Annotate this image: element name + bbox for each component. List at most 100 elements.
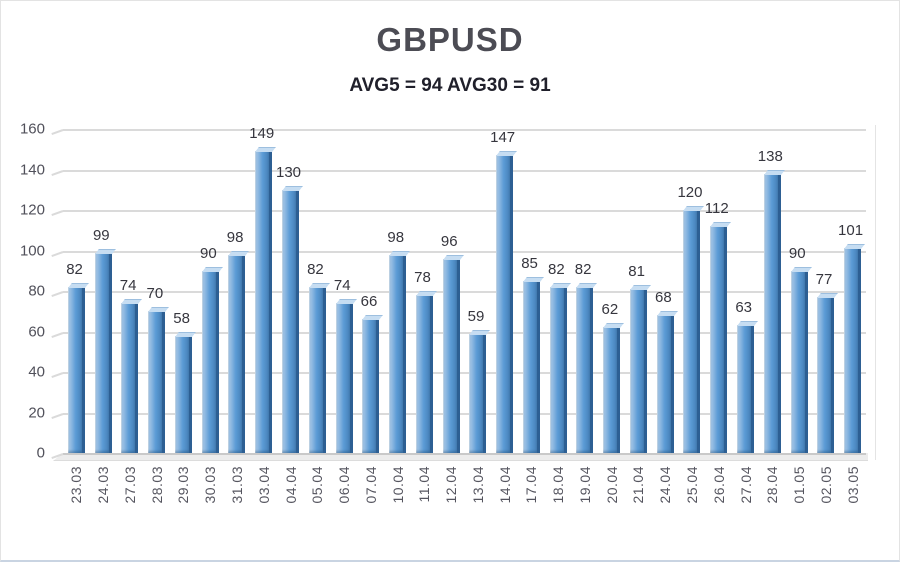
bar-slot: 74 bbox=[117, 129, 144, 453]
gridline-3d-connector bbox=[51, 169, 64, 176]
x-tick: 01.05 bbox=[786, 466, 813, 528]
bar-value-label: 59 bbox=[467, 307, 485, 325]
bar-slot: 82 bbox=[63, 129, 90, 453]
x-axis: 23.03 24.03 27.03 28.03 29.03 30.03 31.03 03.04… bbox=[63, 466, 866, 528]
bar: 85 bbox=[521, 255, 540, 453]
bar: 149 bbox=[249, 125, 274, 453]
bar-value-label: 63 bbox=[735, 299, 753, 317]
bar-slot: 90 bbox=[197, 129, 224, 453]
x-tick: 27.03 bbox=[117, 466, 144, 528]
x-tick-label: 27.03 bbox=[121, 466, 138, 504]
bar-value-label: 112 bbox=[704, 200, 729, 218]
y-tick-label: 0 bbox=[36, 444, 45, 462]
x-tick: 17.04 bbox=[518, 466, 545, 528]
x-tick: 24.03 bbox=[90, 466, 117, 528]
x-tick-label: 07.04 bbox=[362, 466, 379, 504]
gridline bbox=[51, 250, 866, 257]
bar-slot: 70 bbox=[143, 129, 170, 453]
x-tick-label: 13.04 bbox=[469, 466, 486, 504]
bar-slot: 81 bbox=[625, 129, 652, 453]
bar-slot: 120 bbox=[677, 129, 706, 453]
bar-slot: 58 bbox=[170, 129, 197, 453]
x-tick-label: 24.04 bbox=[657, 466, 674, 504]
x-tick-label: 19.04 bbox=[576, 466, 593, 504]
plot-right-wall bbox=[875, 125, 876, 460]
x-tick-label: 31.03 bbox=[228, 466, 245, 504]
x-tick: 19.04 bbox=[572, 466, 599, 528]
bar-value-label: 90 bbox=[200, 244, 217, 262]
y-tick-label: 80 bbox=[28, 282, 45, 300]
bar: 82 bbox=[548, 261, 567, 453]
bar-slot: 98 bbox=[384, 129, 411, 453]
x-tick: 06.04 bbox=[331, 466, 358, 528]
x-tick: 05.04 bbox=[304, 466, 331, 528]
x-tick: 12.04 bbox=[438, 466, 465, 528]
bar-value-label: 82 bbox=[66, 260, 83, 278]
x-tick: 04.04 bbox=[277, 466, 304, 528]
bar: 99 bbox=[93, 227, 112, 453]
y-tick-label: 140 bbox=[19, 161, 45, 178]
bar-slot: 138 bbox=[758, 129, 786, 453]
x-tick: 20.04 bbox=[598, 466, 625, 528]
bar: 68 bbox=[655, 289, 674, 453]
bar: 120 bbox=[677, 184, 702, 453]
bar-slot: 96 bbox=[438, 129, 465, 453]
x-tick: 13.04 bbox=[464, 466, 491, 528]
bar: 63 bbox=[735, 299, 755, 453]
bar-value-label: 90 bbox=[788, 244, 806, 262]
bar-value-label: 101 bbox=[838, 222, 864, 240]
x-tick-label: 17.04 bbox=[523, 466, 540, 504]
bar-slot: 66 bbox=[357, 129, 384, 453]
chart-subtitle: AVG5 = 94 AVG30 = 91 bbox=[349, 75, 551, 96]
bar: 138 bbox=[758, 148, 783, 453]
bars-container: 82 99 74 70 58 90 98 149 130 82 74 66 98 78 96 59 147 85 8… bbox=[63, 125, 866, 453]
bar: 62 bbox=[602, 301, 621, 453]
bar: 70 bbox=[146, 285, 166, 453]
x-tick: 10.04 bbox=[384, 466, 411, 528]
x-tick-label: 11.04 bbox=[416, 466, 433, 503]
gridline bbox=[51, 412, 866, 419]
gridline bbox=[51, 453, 866, 460]
gridline bbox=[51, 331, 866, 338]
x-tick-label: 28.03 bbox=[148, 466, 165, 504]
bar: 77 bbox=[816, 271, 835, 453]
gridline-3d-connector bbox=[51, 412, 64, 419]
gridline bbox=[51, 210, 866, 217]
y-tick-label: 160 bbox=[19, 120, 45, 138]
chart-floor-3d bbox=[53, 453, 868, 461]
bar-slot: 68 bbox=[652, 129, 679, 453]
y-tick-label: 60 bbox=[28, 323, 45, 340]
x-tick-label: 29.03 bbox=[175, 466, 192, 504]
bar: 74 bbox=[120, 277, 139, 453]
x-tick-label: 14.04 bbox=[496, 466, 513, 504]
x-tick: 25.04 bbox=[679, 466, 706, 528]
bar-slot: 98 bbox=[224, 129, 251, 453]
x-tick: 21.04 bbox=[625, 466, 652, 528]
x-tick: 24.04 bbox=[652, 466, 679, 528]
bar-value-label: 99 bbox=[92, 226, 110, 244]
x-tick-label: 05.04 bbox=[309, 466, 326, 504]
x-tick-label: 12.04 bbox=[443, 466, 460, 504]
bar: 66 bbox=[361, 293, 380, 453]
plot-area: 82 99 74 70 58 90 98 149 130 82 74 66 98 78 96 59 147 85 8… bbox=[51, 125, 876, 461]
bar-value-label: 70 bbox=[146, 285, 164, 303]
x-tick: 23.03 bbox=[63, 466, 90, 528]
bar: 101 bbox=[838, 222, 863, 453]
y-tick-label: 100 bbox=[19, 242, 45, 259]
y-axis: 0 20 40 60 80 100 120 140 160 bbox=[1, 121, 49, 462]
gridline bbox=[51, 169, 866, 176]
x-tick-label: 28.04 bbox=[764, 466, 781, 504]
x-tick-label: 03.04 bbox=[255, 466, 272, 504]
bar-slot: 112 bbox=[705, 129, 732, 453]
x-tick-label: 01.05 bbox=[791, 466, 808, 504]
bar: 74 bbox=[334, 277, 353, 453]
x-tick: 18.04 bbox=[545, 466, 572, 528]
x-tick-label: 18.04 bbox=[550, 466, 567, 504]
x-tick: 14.04 bbox=[491, 466, 518, 528]
x-tick-label: 02.05 bbox=[817, 466, 834, 504]
bar-slot: 63 bbox=[732, 129, 759, 453]
gridline bbox=[51, 291, 866, 298]
bar-slot: 101 bbox=[838, 129, 866, 453]
bar-value-label: 138 bbox=[757, 147, 783, 165]
bar: 147 bbox=[490, 129, 515, 453]
